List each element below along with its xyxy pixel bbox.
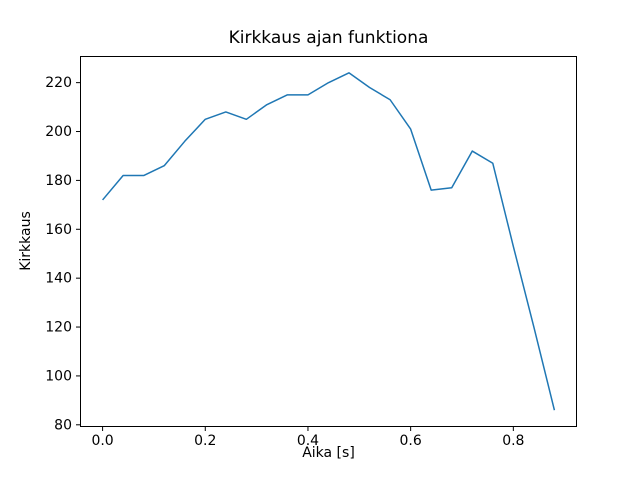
y-tick-label: 200 <box>45 124 72 140</box>
series-line <box>102 72 556 411</box>
x-tick-label: 0.4 <box>297 433 319 449</box>
y-tick-label: 180 <box>45 173 72 189</box>
chart-title: Kirkkaus ajan funktiona <box>228 28 429 48</box>
x-tick-label: 0.8 <box>502 433 524 449</box>
y-tick-label: 120 <box>45 320 72 336</box>
x-tick-label: 0.2 <box>194 433 216 449</box>
x-tick-label: 0.6 <box>400 433 422 449</box>
y-tick-label: 80 <box>54 417 72 433</box>
y-tick-label: 140 <box>45 271 72 287</box>
y-tick-label: 100 <box>45 368 72 384</box>
x-axis-label: Aika [s] <box>302 445 355 461</box>
y-tick-label: 160 <box>45 222 72 238</box>
x-tick-label: 0.0 <box>91 433 113 449</box>
axes-spines <box>80 56 577 427</box>
y-tick-label: 220 <box>45 75 72 91</box>
